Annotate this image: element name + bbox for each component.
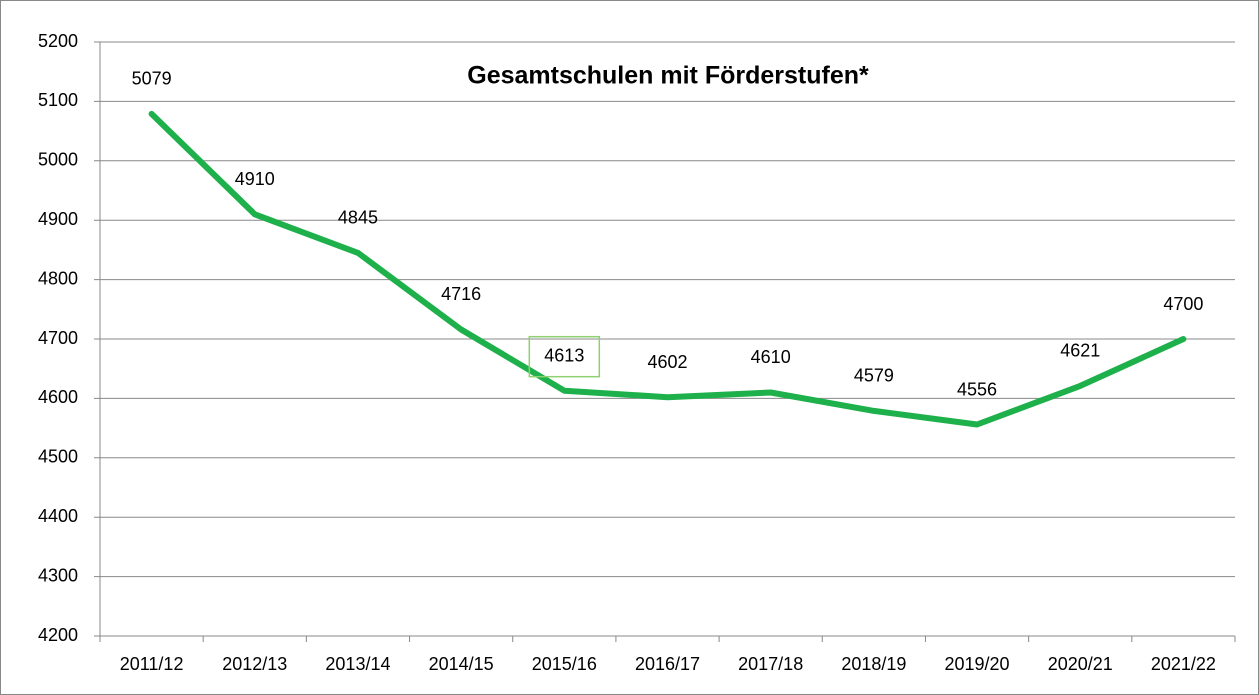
data-label: 4700 (1163, 294, 1203, 314)
x-tick-label: 2014/15 (429, 654, 494, 674)
y-tick-label: 4700 (38, 328, 78, 348)
x-tick-label: 2011/12 (120, 654, 184, 674)
chart-title: Gesamtschulen mit Förderstufen* (467, 62, 869, 90)
data-label: 4610 (751, 347, 791, 367)
x-tick-label: 2017/18 (738, 654, 803, 674)
data-label: 4556 (957, 379, 997, 399)
y-tick-label: 4900 (38, 209, 78, 229)
x-tick-label: 2019/20 (945, 654, 1010, 674)
label-highlight (528, 335, 601, 378)
x-tick-label: 2012/13 (222, 654, 287, 674)
x-tick-label: 2020/21 (1048, 654, 1113, 674)
line (148, 110, 1187, 428)
y-tick-label: 4200 (38, 625, 78, 645)
data-label: 4621 (1060, 341, 1100, 361)
data-label: 5079 (132, 69, 172, 89)
y-tick-label: 5200 (38, 31, 78, 51)
x-tick-label: 2021/22 (1151, 654, 1216, 674)
data-label: 4910 (235, 169, 275, 189)
y-tick-label: 5000 (38, 150, 78, 170)
x-tick-label: 2013/14 (325, 654, 390, 674)
data-label: 4716 (441, 284, 481, 304)
data-label: 4602 (647, 352, 687, 372)
x-tick-label: 2018/19 (841, 654, 906, 674)
data-label: 4579 (854, 366, 894, 386)
data-label: 4613 (544, 345, 584, 365)
y-tick-label: 4400 (38, 506, 78, 526)
y-tick-label: 4300 (38, 565, 78, 585)
x-tick-label: 2016/17 (635, 654, 700, 674)
x-tick-label: 2015/16 (532, 654, 597, 674)
y-tick-label: 4800 (38, 268, 78, 288)
y-tick-label: 5100 (38, 90, 78, 110)
y-tick-label: 4500 (38, 447, 78, 467)
data-label: 4845 (338, 208, 378, 228)
y-tick-label: 4600 (38, 387, 78, 407)
